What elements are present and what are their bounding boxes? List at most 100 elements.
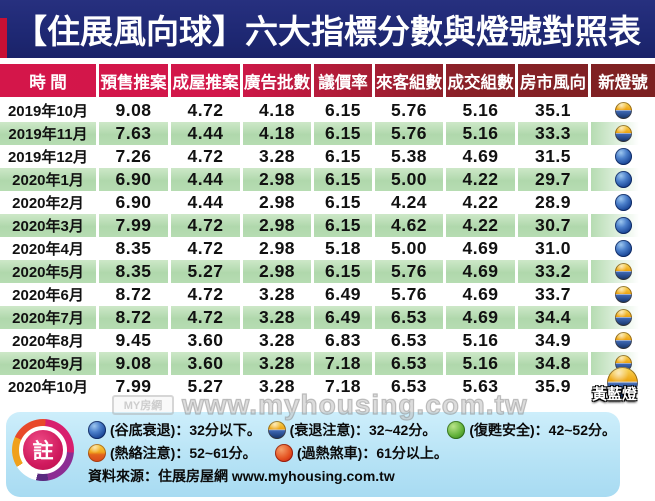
table-row: 2020年2月 6.90 4.44 2.98 6.15 4.24 4.22 28.9 — [0, 191, 655, 214]
legend-item: (谷底衰退)：32分以下。 — [88, 420, 268, 440]
header-cell: 時 間 — [29, 73, 67, 92]
yellow-blue-light-icon — [267, 420, 286, 439]
table-row: 2020年7月 8.72 4.72 3.28 6.49 6.53 4.69 34.4 — [0, 306, 655, 329]
value-cell: 4.62 — [375, 214, 443, 237]
orange-light-icon — [88, 443, 106, 462]
value-cell: 4.69 — [462, 284, 499, 304]
signal-cell — [591, 191, 655, 214]
value-cell: 34.9 — [534, 330, 572, 350]
value-cell: 4.22 — [446, 168, 515, 191]
value-cell: 5.63 — [462, 376, 499, 396]
legend-item-label: (衰退注意)：32~42分。 — [289, 421, 437, 438]
blue-light-icon — [614, 148, 632, 165]
value-cell: 2.98 — [258, 192, 296, 212]
header-cell: 房市風向 — [515, 64, 588, 97]
table-row: 2020年3月 7.99 4.72 2.98 6.15 4.62 4.22 30.7 — [0, 214, 655, 237]
value-cell: 6.15 — [314, 122, 372, 145]
value-cell: 6.15 — [324, 192, 362, 212]
value-cell: 5.38 — [390, 146, 428, 166]
value-cell: 3.28 — [258, 376, 296, 396]
value-cell: 3.60 — [187, 330, 224, 350]
table-row: 2020年6月 8.72 4.72 3.28 6.49 5.76 4.69 33.7 — [0, 283, 655, 306]
time-cell: 2020年9月 — [0, 352, 96, 375]
time-cell: 2020年10月 — [7, 379, 89, 396]
note-badge: 註 — [12, 419, 74, 481]
red-light-icon — [275, 443, 293, 462]
signal-cell — [591, 329, 655, 352]
value-cell: 4.44 — [187, 192, 224, 212]
value-cell: 5.18 — [324, 238, 362, 258]
value-cell: 35.9 — [534, 376, 572, 396]
value-cell: 6.90 — [99, 168, 168, 191]
time-cell: 2020年3月 — [0, 214, 96, 237]
table-row: 2020年10月 7.99 5.27 3.28 7.18 6.53 5.63 35.9 — [0, 375, 655, 398]
value-cell: 29.7 — [518, 168, 588, 191]
value-cell: 28.9 — [534, 192, 572, 212]
value-cell: 4.44 — [171, 168, 240, 191]
value-cell: 6.15 — [324, 146, 362, 166]
value-cell: 6.49 — [324, 284, 362, 304]
yellow-blue-light-icon — [607, 367, 638, 398]
header-cell: 成交組數 — [443, 64, 515, 97]
value-cell: 6.90 — [115, 192, 152, 212]
value-cell: 6.83 — [324, 330, 362, 350]
green-light-icon — [447, 420, 466, 439]
blue-light-icon — [614, 171, 632, 188]
header-cell: 新燈號 — [588, 64, 655, 97]
legend-panel: 註 (谷底衰退)：32分以下。 (衰退注意)：32~42分。 (復甦安全)：42~5… — [6, 412, 620, 497]
value-cell: 4.44 — [171, 122, 240, 145]
table-row: 2019年11月 7.63 4.44 4.18 6.15 5.76 5.16 33.3 — [0, 122, 655, 145]
signal-cell — [591, 122, 655, 145]
blue-light-icon — [614, 240, 632, 257]
header-cell: 來客組數 — [372, 64, 443, 97]
value-cell: 8.35 — [115, 238, 152, 258]
yellow-blue-light-icon — [614, 125, 632, 142]
value-cell: 2.98 — [243, 214, 311, 237]
value-cell: 2.98 — [258, 238, 296, 258]
value-cell: 5.00 — [390, 238, 428, 258]
value-cell: 6.53 — [375, 352, 443, 375]
value-cell: 6.15 — [314, 168, 372, 191]
value-cell: 6.53 — [375, 306, 443, 329]
value-cell: 6.15 — [324, 100, 362, 120]
legend-item-label: (谷底衰退)：32分以下。 — [110, 421, 261, 438]
value-cell: 6.53 — [390, 376, 428, 396]
value-cell: 5.76 — [375, 122, 443, 145]
signal-cell — [591, 306, 655, 329]
table-body: 2019年10月 9.08 4.72 4.18 6.15 5.76 5.16 35.1 2019… — [0, 99, 655, 398]
value-cell: 4.69 — [462, 146, 499, 166]
signal-cell — [591, 145, 655, 168]
value-cell: 5.27 — [187, 376, 224, 396]
value-cell: 5.76 — [375, 260, 443, 283]
yellow-blue-light-icon — [614, 102, 632, 119]
value-cell: 7.63 — [99, 122, 168, 145]
time-cell: 2019年10月 — [7, 103, 89, 120]
value-cell: 9.08 — [99, 352, 168, 375]
value-cell: 4.72 — [187, 284, 224, 304]
value-cell: 7.26 — [115, 146, 152, 166]
header-cell: 成屋推案 — [168, 64, 240, 97]
blue-light-icon — [88, 420, 106, 439]
table-header-row: 時 間 預售推案 成屋推案 廣告批數 議價率 來客組數 成交組數 房市風向 新燈號 — [0, 64, 655, 97]
value-cell: 30.7 — [518, 214, 588, 237]
legend-item: (復甦安全)：42~52分。 — [447, 420, 616, 440]
value-cell: 8.72 — [99, 306, 168, 329]
yellow-blue-light-icon — [614, 263, 632, 280]
value-cell: 31.5 — [534, 146, 572, 166]
signal-cell — [591, 99, 655, 122]
value-cell: 2.98 — [243, 260, 311, 283]
table-row: 2020年4月 8.35 4.72 2.98 5.18 5.00 4.69 31.0 — [0, 237, 655, 260]
yellow-blue-light-icon — [614, 286, 632, 303]
value-cell: 33.2 — [518, 260, 588, 283]
signal-cell — [591, 260, 655, 283]
value-cell: 4.22 — [462, 192, 499, 212]
value-cell: 7.18 — [324, 376, 362, 396]
value-cell: 7.18 — [314, 352, 372, 375]
title-bar: 【住展風向球】六大指標分數與燈號對照表 — [0, 0, 655, 58]
value-cell: 4.69 — [462, 238, 499, 258]
signal-cell — [591, 168, 655, 191]
legend-content: (谷底衰退)：32分以下。 (衰退注意)：32~42分。 (復甦安全)：42~52分… — [88, 419, 616, 486]
yellow-blue-light-icon — [614, 332, 632, 349]
value-cell: 34.4 — [518, 306, 588, 329]
